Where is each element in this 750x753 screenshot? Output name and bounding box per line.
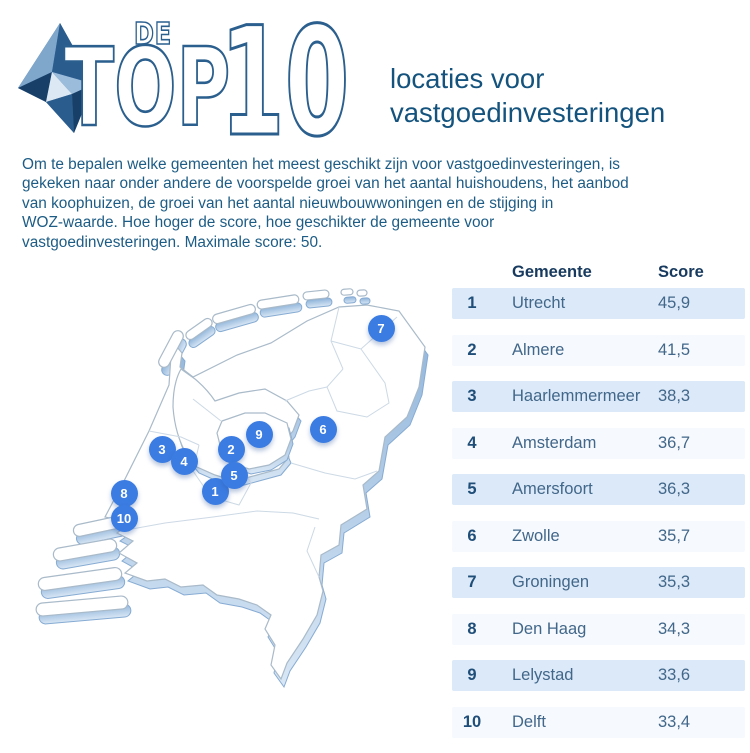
table-header: Gemeente Score [452,263,745,285]
province-borders [120,306,398,578]
gemeente-cell: Den Haag [512,619,587,638]
score-cell: 33,6 [658,666,691,684]
rank-cell: 6 [467,526,477,545]
map-marker-10: 10 [110,504,138,532]
rank-column-header [452,263,492,285]
table-row: 6 Zwolle 35,7 [452,520,745,552]
gemeente-cell: Delft [512,712,546,731]
map-marker-layer: 1 2 3 4 5 6 7 8 9 10 [25,283,440,703]
score-cell: 33,4 [658,712,691,731]
logo-word-de: DE [134,17,172,51]
netherlands-map: 1 2 3 4 5 6 7 8 9 10 [25,283,440,703]
rank-cell: 2 [467,340,477,359]
rank-cell: 10 [462,712,482,731]
score-column-header: Score [658,263,704,281]
score-cell: 35,7 [658,526,691,545]
table-row: 9 Lelystad 33,6 [452,660,745,691]
rank-cell: 5 [467,480,477,498]
de-top-10-logo: DE TOP 10 [18,6,351,148]
rank-cell: 3 [467,387,477,405]
gemeente-cell: Amersfoort [512,480,593,498]
table-row: 5 Amersfoort 36,3 [452,474,745,505]
map-marker-6: 6 [309,415,337,443]
map-marker-5: 5 [220,461,248,489]
score-cell: 35,3 [658,573,691,591]
gemeente-column-header: Gemeente [512,263,592,281]
gemeente-cell: Haarlemmermeer [512,387,641,405]
score-cell: 45,9 [658,294,691,312]
gemeente-cell: Groningen [512,573,590,591]
map-marker-8: 8 [110,479,138,507]
title-line-2: vastgoedinvesteringen [390,97,666,128]
score-cell: 36,7 [658,433,691,452]
logo-word-top: TOP [64,24,230,148]
logo-number-10: 10 [220,6,349,148]
ranking-table: Gemeente Score 1 Utrecht 45,9 2 Almere 41,5 3 H… [452,263,745,753]
rank-cell: 1 [467,294,477,312]
gemeente-cell: Utrecht [512,294,566,312]
rank-cell: 7 [467,573,477,591]
rank-cell: 8 [467,619,477,638]
table-row: 2 Almere 41,5 [452,334,745,366]
gemeente-cell: Amsterdam [512,433,597,452]
rank-cell: 9 [467,666,477,684]
table-row: 1 Utrecht 45,9 [452,288,745,319]
intro-paragraph: Om te bepalen welke gemeenten het meest … [22,156,629,251]
gemeente-cell: Almere [512,340,565,359]
score-cell: 38,3 [658,387,691,405]
score-cell: 41,5 [658,340,691,359]
table-row: 7 Groningen 35,3 [452,567,745,598]
netherlands-map-svg [35,287,429,688]
gemeente-cell: Lelystad [512,666,574,684]
score-cell: 34,3 [658,619,691,638]
table-row: 8 Den Haag 34,3 [452,613,745,645]
map-marker-4: 4 [170,447,198,475]
score-cell: 36,3 [658,480,691,498]
table-row: 3 Haarlemmermeer 38,3 [452,381,745,412]
map-marker-3: 3 [148,435,176,463]
map-marker-2: 2 [217,435,245,463]
map-marker-1: 1 [201,477,229,505]
table-row: 4 Amsterdam 36,7 [452,427,745,459]
map-marker-7: 7 [367,314,395,342]
table-row: 10 Delft 33,4 [452,706,745,738]
title-line-1: locaties voor [390,63,545,94]
map-marker-9: 9 [245,420,273,448]
diamond-icon [18,23,94,133]
rank-cell: 4 [467,433,477,452]
table-body: 1 Utrecht 45,9 2 Almere 41,5 3 Haarlemmermeer 38… [452,288,745,738]
page-title: locaties voor vastgoedinvesteringen [390,62,740,130]
gemeente-cell: Zwolle [512,526,560,545]
